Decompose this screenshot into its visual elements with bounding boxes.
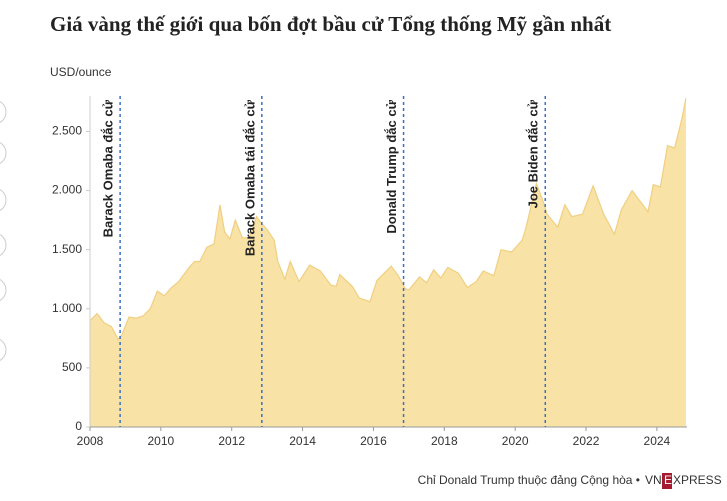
side-button[interactable] bbox=[0, 338, 7, 362]
x-tick-label: 2022 bbox=[573, 434, 600, 448]
area-line bbox=[89, 98, 687, 341]
x-tick-label: 2024 bbox=[644, 434, 671, 448]
y-tick-label: 1.000 bbox=[52, 301, 82, 315]
side-button[interactable] bbox=[0, 188, 7, 212]
logo-part: XPRESS bbox=[673, 473, 722, 487]
event-label: Barack Omaba đắc cử bbox=[101, 99, 116, 237]
x-tick-label: 2012 bbox=[218, 434, 245, 448]
side-button[interactable] bbox=[0, 141, 7, 165]
y-tick-label: 2.000 bbox=[52, 183, 82, 197]
side-button[interactable] bbox=[0, 278, 7, 302]
side-button[interactable] bbox=[0, 233, 7, 257]
y-tick-label: 2.500 bbox=[52, 124, 82, 138]
logo-box bbox=[662, 473, 672, 489]
logo-part: E bbox=[664, 473, 672, 487]
area-fill bbox=[90, 98, 686, 428]
event-label: Donald Trump đắc cử bbox=[384, 99, 399, 233]
x-tick-label: 2010 bbox=[148, 434, 175, 448]
x-tick-label: 2020 bbox=[502, 434, 529, 448]
y-tick-label: 1.500 bbox=[52, 242, 82, 256]
side-button[interactable] bbox=[0, 100, 7, 124]
x-tick-label: 2008 bbox=[77, 434, 104, 448]
x-tick-label: 2018 bbox=[431, 434, 458, 448]
event-label: Barack Omaba tái đắc cử bbox=[242, 99, 257, 256]
y-tick-label: 0 bbox=[75, 419, 82, 433]
logo-part: VN bbox=[645, 473, 662, 487]
y-tick-label: 500 bbox=[62, 360, 82, 374]
x-tick-label: 2014 bbox=[289, 434, 316, 448]
x-tick-label: 2016 bbox=[360, 434, 387, 448]
note: Chỉ Donald Trump thuộc đảng Cộng hòa • bbox=[418, 473, 640, 487]
event-label: Joe Biden đắc cử bbox=[526, 99, 541, 208]
chart-title: Giá vàng thế giới qua bốn đợt bầu cử Tổn… bbox=[50, 12, 611, 36]
y-axis-label: USD/ounce bbox=[50, 65, 112, 79]
